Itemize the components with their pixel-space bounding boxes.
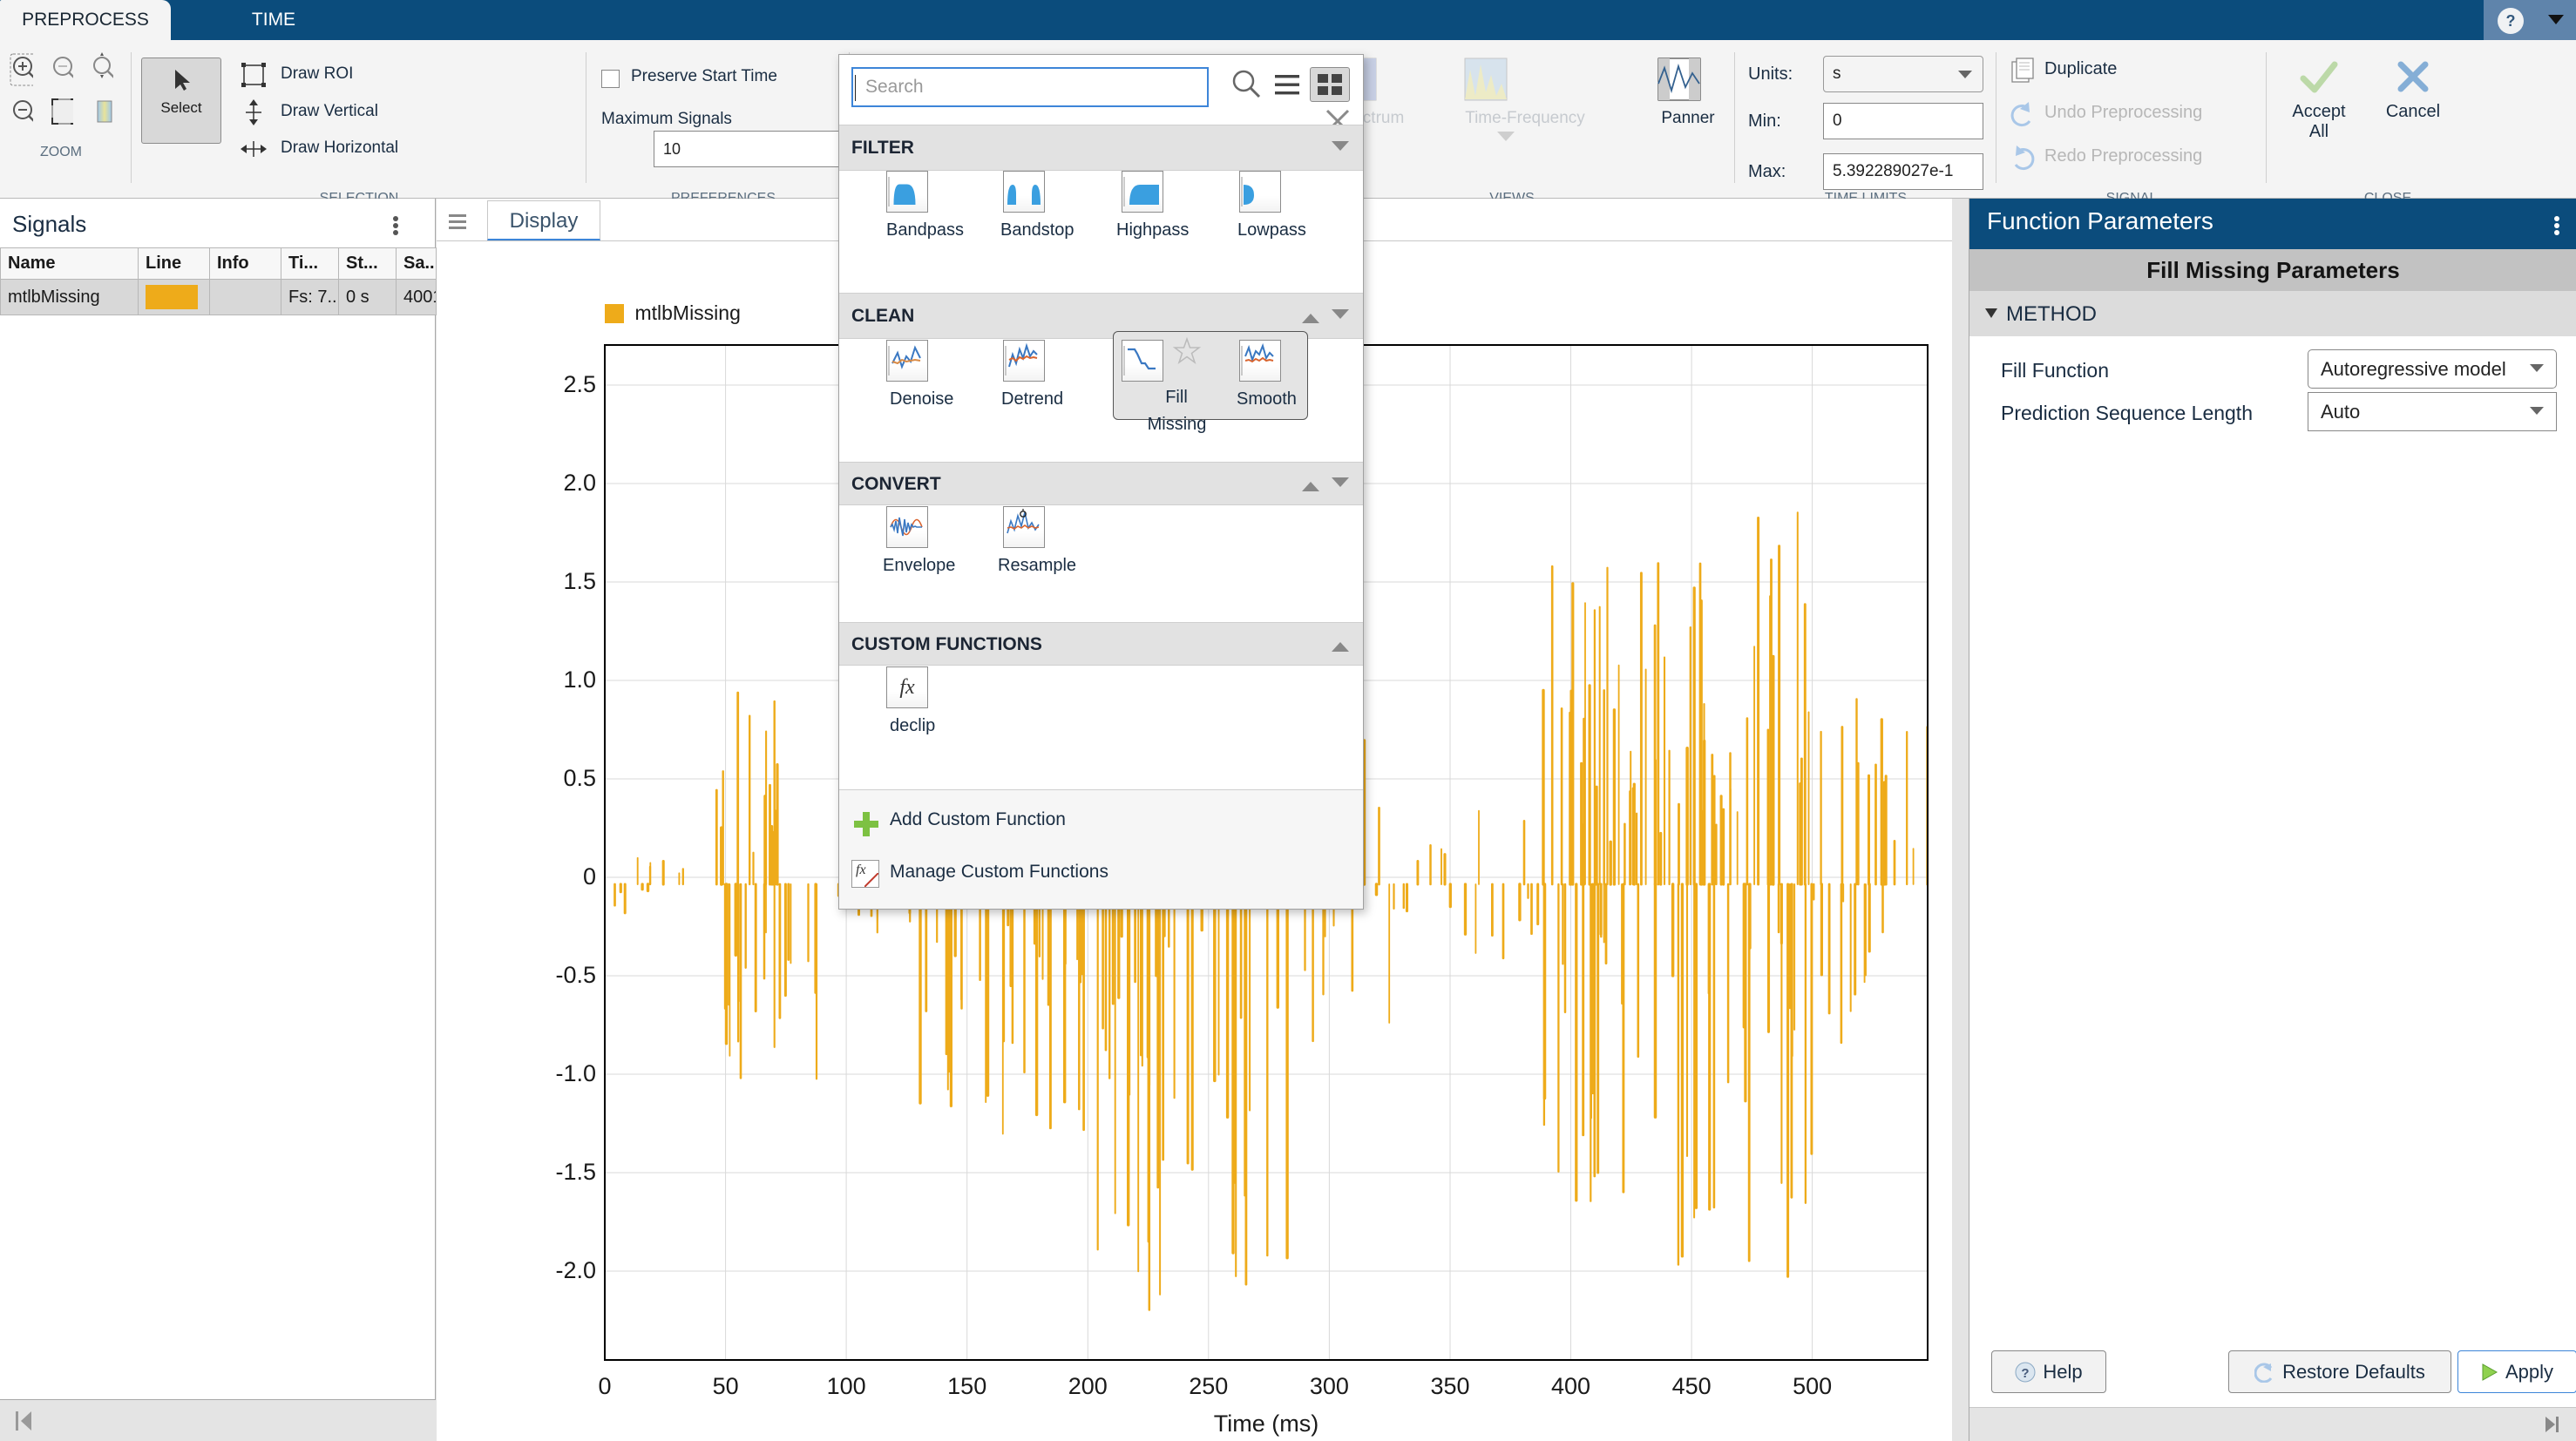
svg-text:0: 0 (598, 1373, 611, 1399)
svg-text:1.5: 1.5 (563, 568, 596, 594)
svg-text:150: 150 (947, 1373, 986, 1399)
svg-text:500: 500 (1793, 1373, 1832, 1399)
svg-text:Time (ms): Time (ms) (1214, 1411, 1319, 1437)
svg-text:350: 350 (1430, 1373, 1469, 1399)
svg-text:-0.5: -0.5 (555, 962, 596, 988)
svg-text:-2.0: -2.0 (555, 1257, 596, 1283)
svg-text:450: 450 (1672, 1373, 1712, 1399)
svg-text:400: 400 (1551, 1373, 1590, 1399)
svg-text:-1.5: -1.5 (555, 1159, 596, 1185)
svg-text:250: 250 (1189, 1373, 1228, 1399)
svg-text:0.5: 0.5 (563, 765, 596, 791)
svg-text:-1.0: -1.0 (555, 1060, 596, 1086)
svg-text:50: 50 (713, 1373, 739, 1399)
svg-text:2.5: 2.5 (563, 371, 596, 397)
svg-text:?: ? (2022, 1366, 2030, 1381)
svg-text:1.0: 1.0 (563, 666, 596, 693)
svg-text:0: 0 (583, 863, 596, 890)
svg-text:100: 100 (827, 1373, 866, 1399)
svg-text:200: 200 (1068, 1373, 1108, 1399)
svg-text:300: 300 (1310, 1373, 1349, 1399)
svg-text:2.0: 2.0 (563, 470, 596, 496)
